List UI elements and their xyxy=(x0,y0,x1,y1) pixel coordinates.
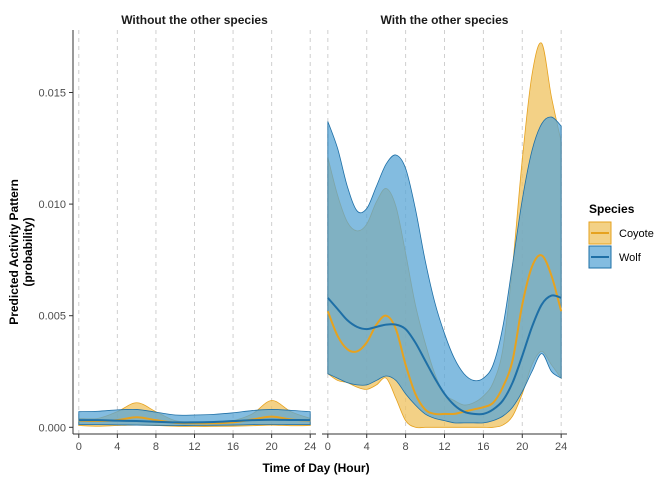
x-tick-label: 16 xyxy=(227,441,239,453)
x-tick-label: 0 xyxy=(325,441,331,453)
y-axis-title-line2: (probability) xyxy=(21,217,35,286)
legend-label-coyote: Coyote xyxy=(619,228,654,240)
y-tick-label: 0.015 xyxy=(38,87,66,99)
legend-title: Species xyxy=(589,202,635,216)
x-tick-label: 24 xyxy=(555,441,567,453)
y-tick-label: 0.000 xyxy=(38,422,66,434)
y-tick-label: 0.010 xyxy=(38,199,66,211)
x-tick-label: 4 xyxy=(364,441,370,453)
x-tick-label: 24 xyxy=(304,441,316,453)
legend: Species Coyote Wolf xyxy=(588,202,654,269)
y-axis-title-group: Predicted Activity Pattern (probability) xyxy=(7,179,35,325)
panels-layer: Without the other species 0 4 8 12 16 20 24 0.00… xyxy=(38,13,567,453)
y-tick-label: 0.005 xyxy=(38,311,66,323)
legend-label-wolf: Wolf xyxy=(619,252,642,264)
panel-strip-title: Without the other species xyxy=(121,13,268,27)
legend-entries: Coyote Wolf xyxy=(588,221,654,269)
x-tick-label: 4 xyxy=(114,441,120,453)
legend-entry-wolf: Wolf xyxy=(588,245,642,269)
x-tick-label: 8 xyxy=(153,441,159,453)
x-tick-label: 0 xyxy=(76,441,82,453)
x-tick-label: 12 xyxy=(188,441,200,453)
x-axis-title: Time of Day (Hour) xyxy=(262,461,369,475)
panel-2: With the other species 0 4 8 12 16 20 24 xyxy=(322,13,567,453)
x-tick-label: 20 xyxy=(516,441,528,453)
line-wolf xyxy=(78,418,311,424)
x-tick-label: 8 xyxy=(403,441,409,453)
panel-strip-title: With the other species xyxy=(381,13,509,27)
x-tick-label: 16 xyxy=(477,441,489,453)
panel-1: Without the other species 0 4 8 12 16 20 24 0.00… xyxy=(38,13,316,453)
x-tick-label: 12 xyxy=(438,441,450,453)
line-coyote xyxy=(326,254,563,416)
line-wolf xyxy=(327,294,562,416)
legend-entry-coyote: Coyote xyxy=(588,221,654,245)
ribbon-wolf xyxy=(327,116,562,424)
y-axis-title-line1: Predicted Activity Pattern xyxy=(7,179,21,325)
x-tick-label: 20 xyxy=(266,441,278,453)
